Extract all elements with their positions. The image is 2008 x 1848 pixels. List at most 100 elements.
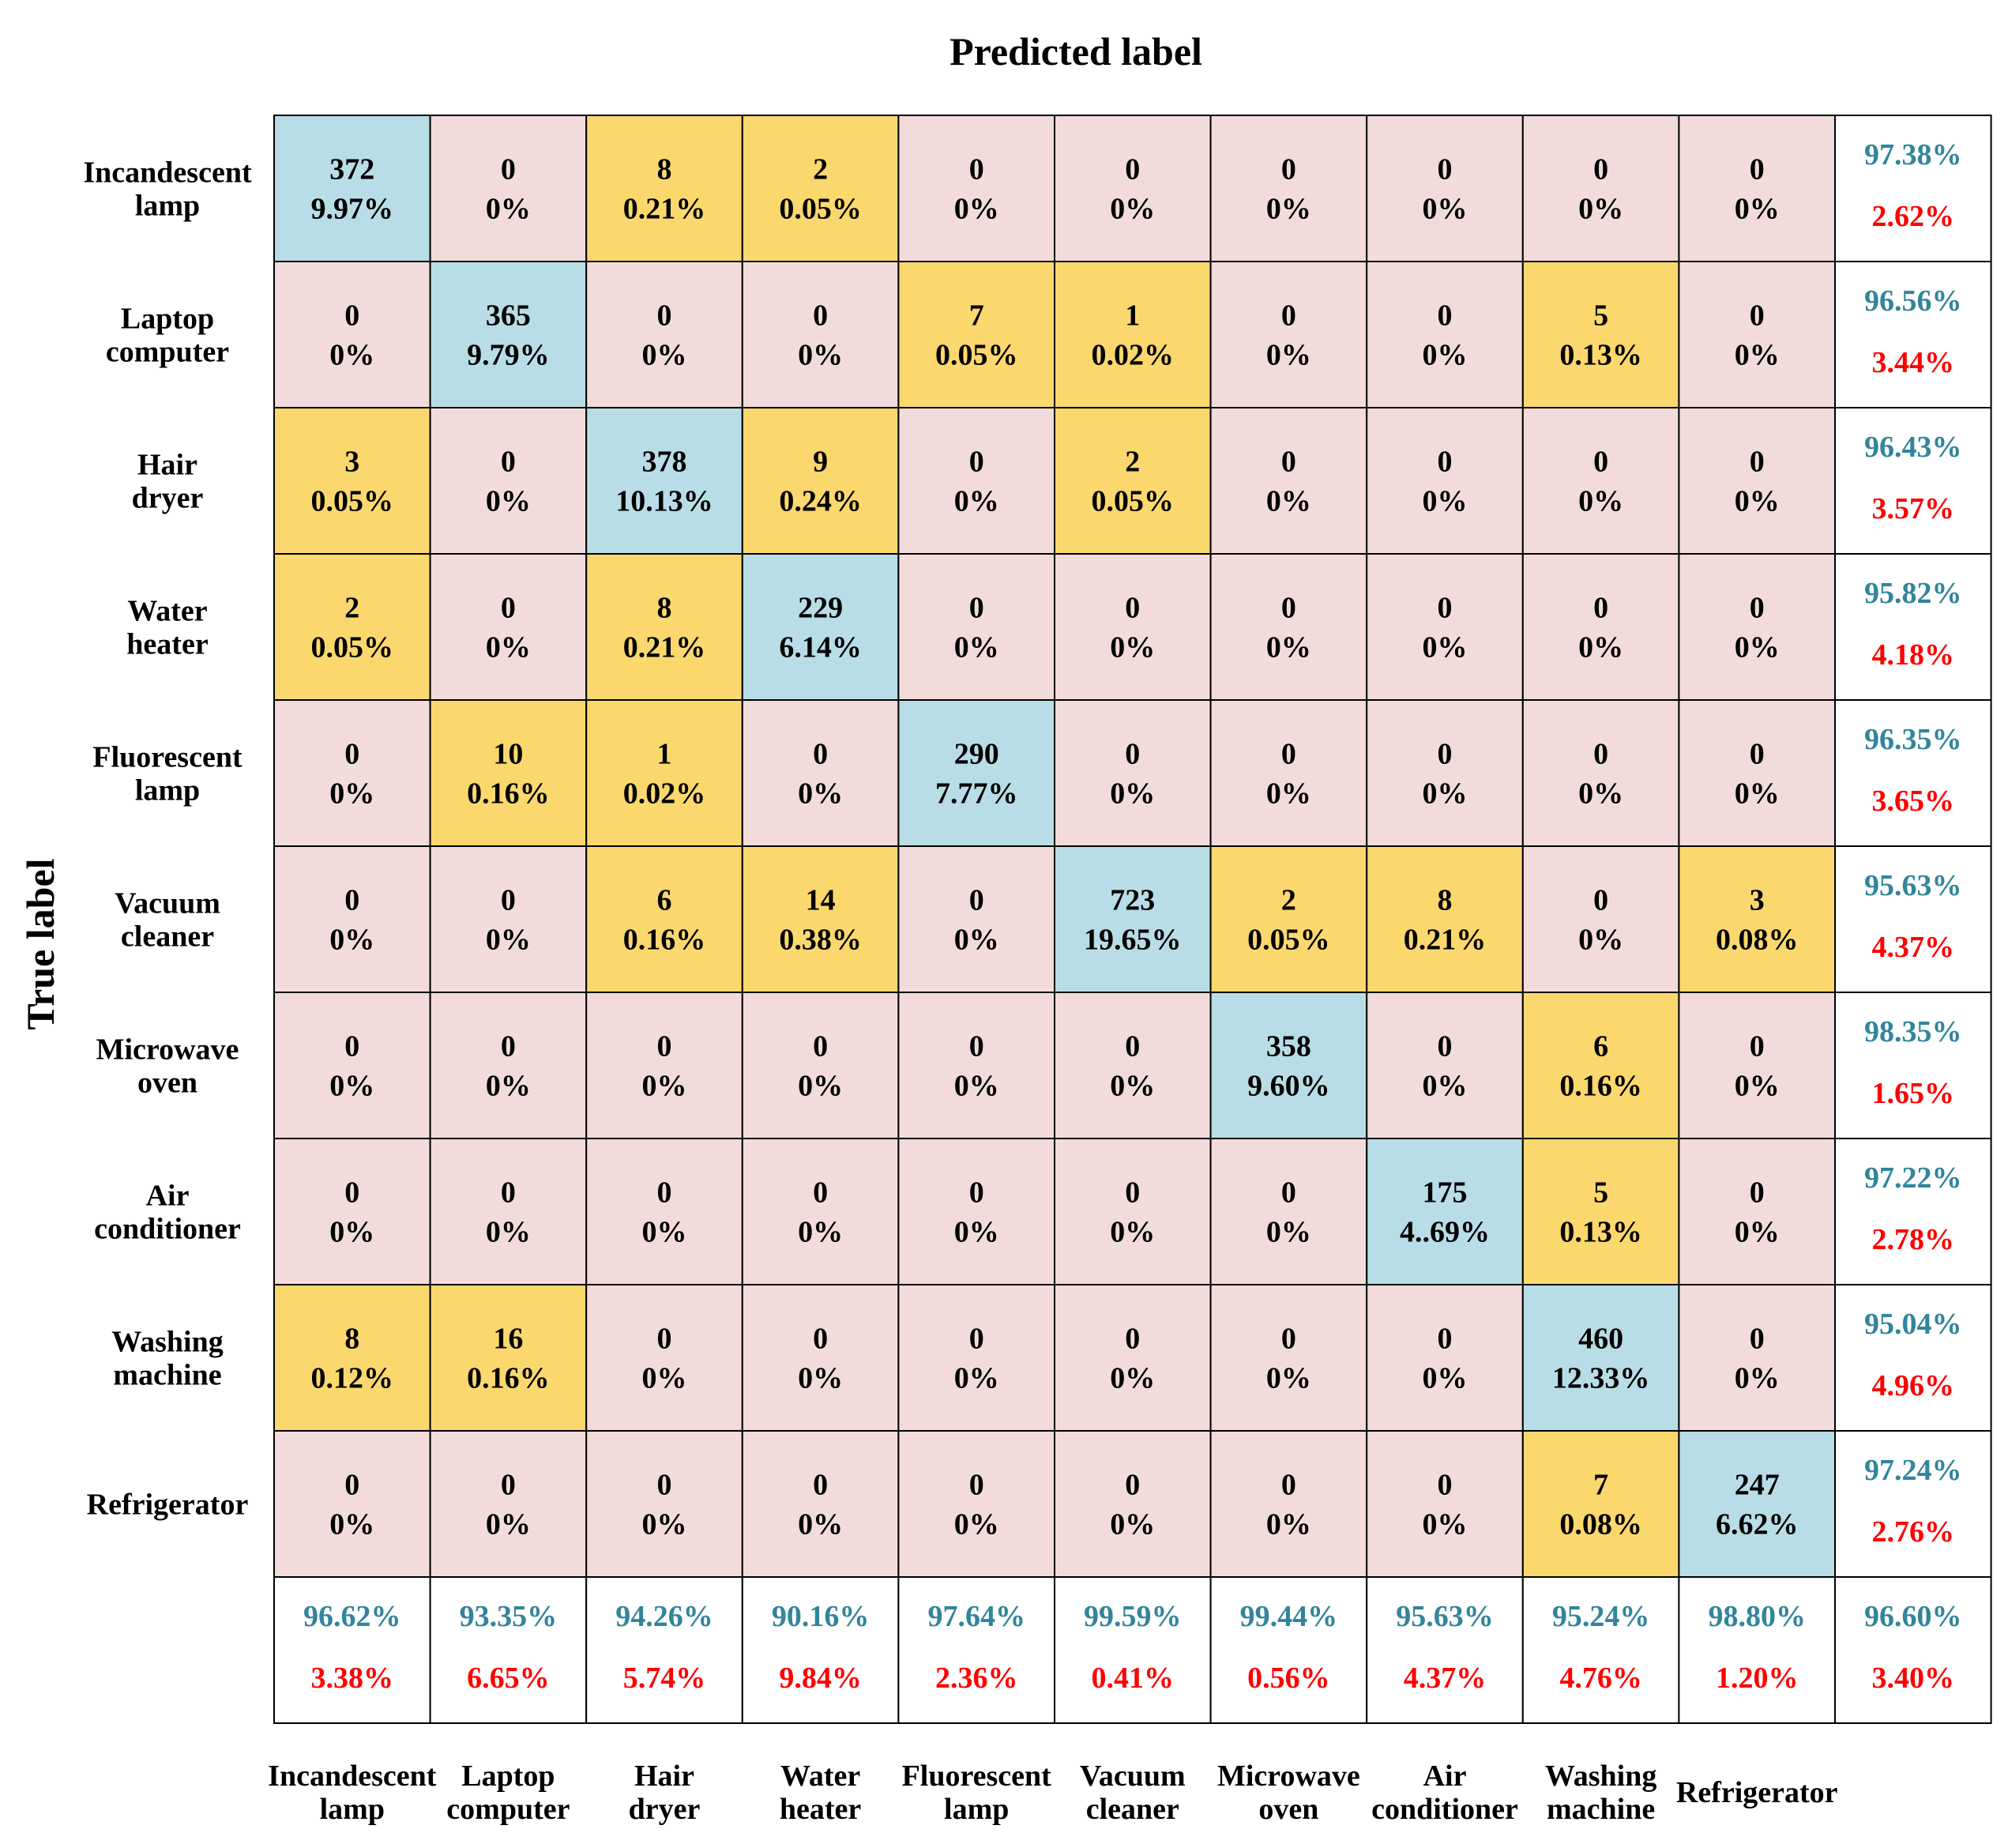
row-label: Incandescent xyxy=(83,156,252,190)
col-summary-cell xyxy=(1366,1576,1524,1724)
cell-percent: 0% xyxy=(798,777,843,811)
cell-percent: 0% xyxy=(798,339,843,372)
cell-count: 0 xyxy=(1750,1323,1765,1356)
row-error: 2.78% xyxy=(1872,1223,1955,1256)
col-accuracy: 97.64% xyxy=(927,1600,1025,1633)
matrix-cell xyxy=(1366,1138,1524,1285)
cell-percent: 0% xyxy=(954,1070,999,1103)
matrix-cell xyxy=(273,845,431,993)
cell-count: 0 xyxy=(813,1323,828,1356)
matrix-cell xyxy=(1054,261,1212,408)
matrix-cell xyxy=(1521,553,1680,701)
cell-percent: 0% xyxy=(329,924,374,957)
cell-percent: 0% xyxy=(1735,1216,1780,1249)
col-summary-cell xyxy=(1054,1576,1212,1724)
cell-count: 0 xyxy=(501,1030,516,1063)
row-label: Water xyxy=(127,595,207,628)
column-labels: IncandescentlampLaptopcomputerHairdryerW… xyxy=(268,1760,1837,1826)
cell-count: 0 xyxy=(1281,738,1296,771)
cell-count: 0 xyxy=(501,592,516,625)
cell-count: 175 xyxy=(1423,1176,1468,1210)
matrix-cell xyxy=(897,261,1056,408)
cell-count: 2 xyxy=(344,592,359,625)
cell-count: 8 xyxy=(1438,884,1453,917)
cell-count: 0 xyxy=(501,884,516,917)
cell-count: 0 xyxy=(969,1323,984,1356)
cell-percent: 0% xyxy=(954,1508,999,1541)
column-label: cleaner xyxy=(1086,1793,1179,1826)
col-error: 4.37% xyxy=(1404,1662,1487,1695)
matrix-cell xyxy=(1209,699,1368,847)
column-label: Washing xyxy=(1545,1760,1657,1793)
row-summary-cell xyxy=(1834,992,1992,1139)
cell-percent: 0% xyxy=(954,1216,999,1249)
cell-percent: 0.13% xyxy=(1559,1216,1642,1249)
cell-percent: 0% xyxy=(1266,339,1311,372)
matrix-cell xyxy=(429,992,588,1139)
col-error: 5.74% xyxy=(623,1662,706,1695)
cell-count: 0 xyxy=(501,1469,516,1502)
row-error: 4.96% xyxy=(1872,1369,1955,1402)
col-accuracy: 95.63% xyxy=(1396,1600,1494,1633)
matrix-cell xyxy=(1366,1284,1524,1432)
cell-percent: 0% xyxy=(1423,1362,1468,1395)
matrix-cell xyxy=(741,115,900,262)
matrix-cell xyxy=(1054,115,1212,262)
matrix-cell xyxy=(741,845,900,993)
col-error: 4.76% xyxy=(1559,1662,1642,1695)
column-label: Hair xyxy=(634,1760,694,1793)
cell-percent: 4..69% xyxy=(1400,1216,1490,1249)
matrix-cell xyxy=(273,115,431,262)
matrix-cell xyxy=(273,699,431,847)
cell-percent: 0% xyxy=(1735,1362,1780,1395)
cell-count: 1 xyxy=(657,738,672,771)
chart-title: Predicted label xyxy=(949,29,1202,73)
matrix-cell xyxy=(1521,1138,1680,1285)
matrix-cell xyxy=(429,553,588,701)
cell-percent: 0% xyxy=(1266,777,1311,811)
cell-count: 290 xyxy=(954,738,999,771)
cell-count: 0 xyxy=(1281,592,1296,625)
cell-count: 0 xyxy=(1281,153,1296,186)
cell-count: 0 xyxy=(1281,446,1296,479)
cell-count: 0 xyxy=(813,738,828,771)
cell-percent: 0.08% xyxy=(1559,1508,1642,1541)
cell-percent: 0.05% xyxy=(311,631,394,664)
matrix-cell xyxy=(585,992,743,1139)
cell-percent: 9.60% xyxy=(1247,1070,1330,1103)
cell-count: 0 xyxy=(1750,738,1765,771)
matrix-cell xyxy=(429,699,588,847)
cell-count: 0 xyxy=(969,1176,984,1210)
row-label: lamp xyxy=(135,190,200,223)
cell-percent: 9.97% xyxy=(311,193,394,226)
cell-percent: 0% xyxy=(1110,1362,1155,1395)
col-accuracy: 95.24% xyxy=(1552,1600,1650,1633)
overall-error: 3.40% xyxy=(1872,1662,1955,1695)
cell-percent: 19.65% xyxy=(1084,924,1182,957)
col-error: 6.65% xyxy=(467,1662,550,1695)
cell-count: 0 xyxy=(1750,1176,1765,1210)
row-accuracy: 96.56% xyxy=(1864,284,1962,318)
matrix-cell xyxy=(585,553,743,701)
cell-count: 0 xyxy=(501,153,516,186)
matrix-cell xyxy=(1678,699,1836,847)
cell-percent: 0% xyxy=(1423,631,1468,664)
matrix-cell xyxy=(585,1138,743,1285)
cell-count: 0 xyxy=(969,446,984,479)
cell-percent: 0% xyxy=(329,339,374,372)
row-error: 1.65% xyxy=(1872,1077,1955,1110)
cell-count: 0 xyxy=(1438,299,1453,333)
cell-count: 0 xyxy=(813,1469,828,1502)
cell-percent: 0% xyxy=(798,1070,843,1103)
cell-count: 0 xyxy=(657,1030,672,1063)
matrix-cell xyxy=(741,1138,900,1285)
cell-count: 229 xyxy=(798,592,843,625)
cell-count: 0 xyxy=(1125,1176,1140,1210)
column-label: Incandescent xyxy=(268,1760,437,1793)
row-summary-cell xyxy=(1834,1430,1992,1578)
col-accuracy: 93.35% xyxy=(460,1600,558,1633)
cell-count: 0 xyxy=(344,299,359,333)
cell-percent: 0% xyxy=(1423,1508,1468,1541)
cell-percent: 0% xyxy=(1423,193,1468,226)
